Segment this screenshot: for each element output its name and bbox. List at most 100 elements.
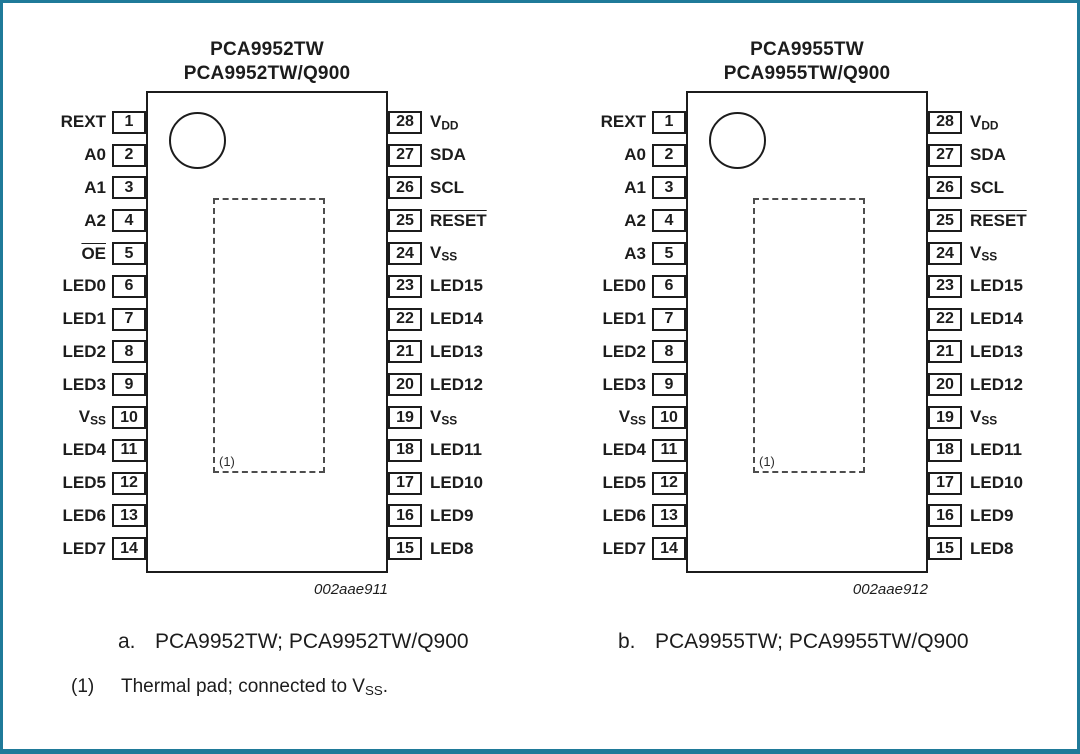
pin-label-subscript: SS <box>630 413 646 428</box>
pin-number: 1 <box>652 110 686 134</box>
pin-label-subscript: DD <box>441 118 459 133</box>
pin-number: 3 <box>112 176 146 200</box>
pinout-diagram-pca9955tw: PCA9955TW PCA9955TW/Q900 REXT 1 A0 2 A1 3 A2 4 A… <box>546 33 1077 598</box>
pin-label: REXT <box>60 112 106 132</box>
pin-number: 14 <box>652 537 686 561</box>
pin-number: 27 <box>928 143 962 167</box>
pin-row-13: LED6 13 <box>546 500 686 533</box>
thermal-pad-outline: (1) <box>753 198 865 473</box>
pin-label: A2 <box>624 210 646 230</box>
pin-row-10: VSS 10 <box>6 401 146 434</box>
thermal-pad-outline: (1) <box>213 198 325 473</box>
pin-number: 7 <box>112 307 146 331</box>
footnote: (1) Thermal pad; connected to VSS. <box>71 675 388 703</box>
pin-number: 11 <box>652 438 686 462</box>
pin-number: 26 <box>388 176 422 200</box>
pin-label: LED6 <box>602 505 646 525</box>
chip-title: PCA9955TW PCA9955TW/Q900 <box>686 33 928 86</box>
pin-row-18: 18 LED11 <box>388 434 544 467</box>
footnote-text-after: . <box>382 676 389 697</box>
pin-number: 15 <box>388 537 422 561</box>
pin-number: 8 <box>652 340 686 364</box>
pin-row-11: LED4 11 <box>546 434 686 467</box>
pin-number: 13 <box>112 504 146 528</box>
pin-row-23: 23 LED15 <box>388 270 544 303</box>
pin-label: REXT <box>600 112 646 132</box>
pin-row-2: A0 2 <box>546 139 686 172</box>
pin-row-21: 21 LED13 <box>388 336 544 369</box>
pin-row-19: 19 VSS <box>928 401 1077 434</box>
pin-row-9: LED3 9 <box>546 368 686 401</box>
pin-number: 12 <box>112 471 146 495</box>
right-pin-column: 28 VDD 27 SDA 26 SCL 25 RESET 24 VSS 23 LED15 22 LED1… <box>388 91 544 565</box>
pinout-diagram-pca9952tw: PCA9952TW PCA9952TW/Q900 REXT 1 A0 2 A1 3 A2 4 O… <box>6 33 544 598</box>
pin-number: 1 <box>112 110 146 134</box>
pin-row-1: REXT 1 <box>6 106 146 139</box>
pin-label: RESET <box>430 210 487 230</box>
pin-label: A1 <box>84 177 106 197</box>
pin-row-25: 25 RESET <box>388 204 544 237</box>
pin1-indicator-circle <box>709 112 766 169</box>
pin-row-8: LED2 8 <box>546 336 686 369</box>
pin-number: 24 <box>388 242 422 266</box>
pin-number: 5 <box>652 242 686 266</box>
image-code: 002aae911 <box>314 581 388 598</box>
caption-letter: b. <box>618 630 636 653</box>
pin-row-7: LED1 7 <box>6 303 146 336</box>
chip-body: (1) <box>146 91 388 573</box>
pin-row-22: 22 LED14 <box>388 303 544 336</box>
pin-number: 8 <box>112 340 146 364</box>
pin-label: LED5 <box>62 473 106 493</box>
pin-number: 20 <box>388 373 422 397</box>
pin-number: 10 <box>112 406 146 430</box>
pin-number: 10 <box>652 406 686 430</box>
pin-row-21: 21 LED13 <box>928 336 1077 369</box>
pin-number: 28 <box>928 110 962 134</box>
pin-label: LED10 <box>430 473 483 493</box>
pin-label: VDD <box>970 112 999 133</box>
pin-label: LED1 <box>62 309 106 329</box>
pin-row-22: 22 LED14 <box>928 303 1077 336</box>
pin-label: LED15 <box>430 276 483 296</box>
pin-label: LED1 <box>602 309 646 329</box>
pin-label: LED11 <box>430 440 482 460</box>
chip-title-line1: PCA9952TW <box>210 39 324 60</box>
pin-label: OE <box>81 243 106 263</box>
footnote-text-before: Thermal pad; connected to V <box>121 676 365 697</box>
pin-label: A3 <box>624 243 646 263</box>
pin-row-24: 24 VSS <box>388 237 544 270</box>
pin-label: LED9 <box>430 505 474 525</box>
pin-row-1: REXT 1 <box>546 106 686 139</box>
chip-title-line1: PCA9955TW <box>750 39 864 60</box>
pin-row-17: 17 LED10 <box>928 467 1077 500</box>
pin-row-2: A0 2 <box>6 139 146 172</box>
pin-label: LED12 <box>970 374 1023 394</box>
pin-number: 22 <box>928 307 962 331</box>
pin-label-subscript: SS <box>441 249 458 264</box>
left-pin-column: REXT 1 A0 2 A1 3 A2 4 OE 5 LED0 6 LED1 7 LED2 8 LED3 9 VSS… <box>6 91 146 565</box>
pin-label-subscript: SS <box>981 249 998 264</box>
pin-number: 20 <box>928 373 962 397</box>
pin-row-26: 26 SCL <box>928 172 1077 205</box>
pin-number: 25 <box>928 209 962 233</box>
pin-label: VSS <box>970 407 998 428</box>
pin-label: RESET <box>970 210 1027 230</box>
caption-letter: a. <box>118 630 136 653</box>
pin-label: LED13 <box>970 341 1023 361</box>
pin-number: 7 <box>652 307 686 331</box>
pin-label: A0 <box>84 145 106 165</box>
pin-row-24: 24 VSS <box>928 237 1077 270</box>
pin-number: 11 <box>112 438 146 462</box>
pin-row-8: LED2 8 <box>6 336 146 369</box>
pin-label: LED11 <box>970 440 1022 460</box>
thermal-pad-ref: (1) <box>219 454 235 469</box>
pin-number: 28 <box>388 110 422 134</box>
pin-number: 13 <box>652 504 686 528</box>
pin-row-7: LED1 7 <box>546 303 686 336</box>
pin-label: LED10 <box>970 473 1023 493</box>
pin-row-3: A1 3 <box>6 172 146 205</box>
pin-row-15: 15 LED8 <box>388 532 544 565</box>
pin-row-27: 27 SDA <box>928 139 1077 172</box>
pin-number: 6 <box>652 274 686 298</box>
pin-row-28: 28 VDD <box>388 106 544 139</box>
